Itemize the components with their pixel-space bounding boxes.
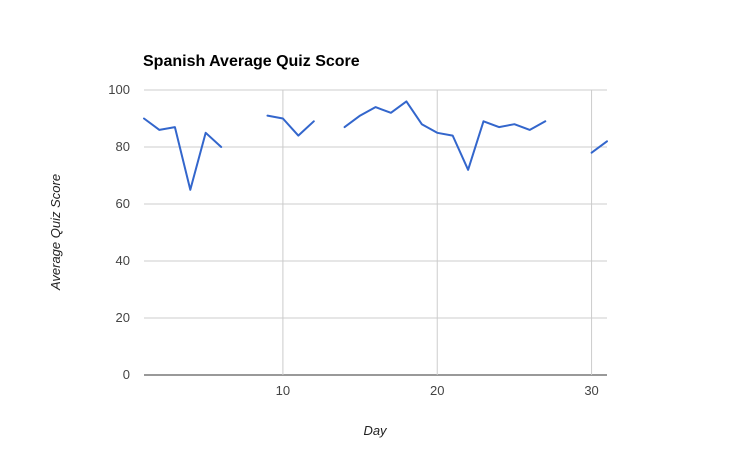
y-tick-label: 60 <box>116 196 130 211</box>
grid <box>144 89 607 376</box>
x-tick-label: 30 <box>584 383 598 398</box>
series-line-segment <box>343 100 547 171</box>
x-axis-title: Day <box>363 423 388 438</box>
series-line-segment <box>266 114 315 137</box>
y-tick-label: 40 <box>116 253 130 268</box>
y-tick-label: 0 <box>123 367 130 382</box>
x-tick-label: 20 <box>430 383 444 398</box>
tick-labels: 0 20 40 60 80 100 10 20 30 <box>108 82 599 398</box>
y-tick-label: 100 <box>108 82 130 97</box>
series-group <box>143 100 608 191</box>
series-line-segment <box>143 117 223 191</box>
y-tick-label: 80 <box>116 139 130 154</box>
x-tick-label: 10 <box>276 383 290 398</box>
chart-title: Spanish Average Quiz Score <box>143 53 360 70</box>
series-line-segment <box>590 140 608 154</box>
y-tick-label: 20 <box>116 310 130 325</box>
y-axis-title: Average Quiz Score <box>48 174 63 291</box>
